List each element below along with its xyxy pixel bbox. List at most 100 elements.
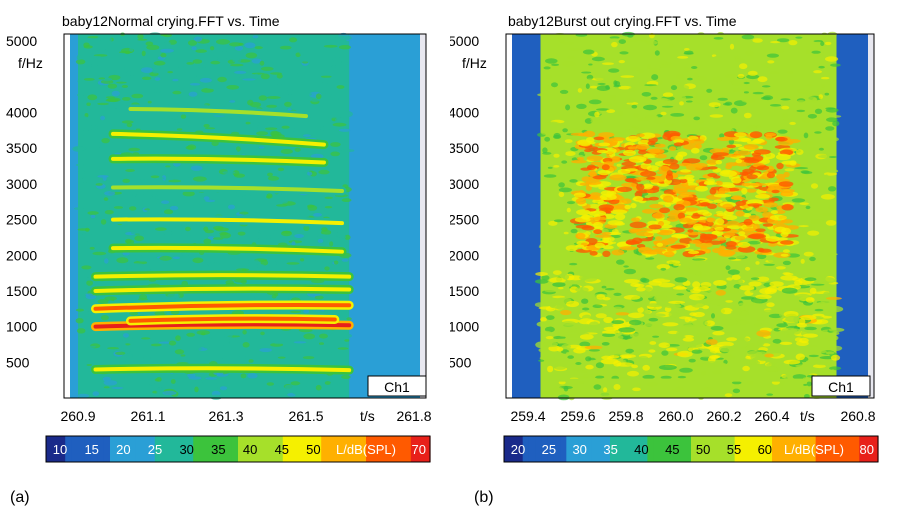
texture-speckle <box>566 266 580 271</box>
colorbar-swatch <box>417 436 425 462</box>
hot-speckle <box>611 249 625 256</box>
texture-speckle <box>108 105 119 109</box>
texture-speckle <box>100 199 105 203</box>
texture-speckle <box>590 118 600 121</box>
hot-speckle <box>769 214 787 221</box>
texture-speckle <box>256 42 262 46</box>
texture-speckle <box>543 174 557 178</box>
x-tick-label: 261.1 <box>130 408 165 424</box>
texture-speckle <box>708 102 721 108</box>
low-speckle <box>735 279 744 285</box>
texture-speckle <box>256 264 265 268</box>
low-speckle <box>596 294 606 300</box>
hot-speckle <box>598 132 615 138</box>
hot-speckle <box>669 163 680 170</box>
texture-speckle <box>553 335 566 340</box>
texture-speckle <box>181 231 191 237</box>
colorbar-swatch <box>547 436 555 462</box>
hot-speckle <box>594 242 605 249</box>
texture-speckle <box>768 266 774 270</box>
texture-speckle <box>316 234 329 238</box>
hot-speckle <box>673 204 685 211</box>
texture-speckle <box>236 179 243 182</box>
colorbar-swatch <box>709 436 717 462</box>
texture-speckle <box>137 34 144 40</box>
colorbar-swatch <box>828 436 835 462</box>
texture-speckle <box>86 158 96 161</box>
hot-speckle <box>715 180 723 186</box>
y-ticks: 500 1000 1500 2000 2500 3000 3500 4000 5000 <box>6 33 37 370</box>
texture-speckle <box>766 393 773 396</box>
low-speckle <box>611 320 624 325</box>
hot-speckle <box>636 133 645 138</box>
hot-speckle <box>738 231 746 236</box>
hot-speckle <box>722 184 736 189</box>
texture-speckle <box>609 36 620 39</box>
texture-speckle <box>788 40 798 46</box>
texture-speckle <box>637 266 642 272</box>
hot-speckle <box>747 234 765 239</box>
texture-speckle <box>617 110 624 116</box>
harmonic-band <box>111 245 344 254</box>
hot-speckle <box>693 225 711 231</box>
texture-speckle <box>305 385 318 389</box>
texture-speckle <box>293 341 307 344</box>
low-speckle <box>658 291 674 295</box>
texture-speckle <box>538 359 545 362</box>
texture-speckle <box>821 32 828 38</box>
colorbar-swatch <box>116 436 124 462</box>
low-speckle <box>648 317 659 322</box>
texture-speckle <box>732 388 741 394</box>
hot-speckle <box>709 188 717 195</box>
texture-speckle <box>279 45 292 50</box>
low-speckle <box>636 287 646 292</box>
texture-speckle <box>152 87 159 93</box>
colorbar-swatch <box>122 436 130 462</box>
colorbar-swatch <box>578 436 586 462</box>
texture-speckle <box>320 126 331 131</box>
texture-speckle <box>211 380 219 384</box>
texture-speckle <box>745 266 751 271</box>
texture-speckle <box>786 71 794 74</box>
texture-speckle <box>187 172 192 178</box>
texture-speckle <box>313 213 322 217</box>
texture-speckle <box>292 389 302 396</box>
texture-speckle <box>585 83 590 89</box>
texture-speckle <box>824 174 829 180</box>
texture-speckle <box>267 176 280 181</box>
texture-speckle <box>563 231 569 235</box>
texture-speckle <box>151 348 158 355</box>
texture-speckle <box>735 254 746 259</box>
colorbar-tick: 40 <box>634 442 648 457</box>
low-speckle <box>646 293 654 299</box>
low-speckle <box>649 341 657 345</box>
texture-speckle <box>167 71 174 74</box>
hot-speckle <box>575 197 587 205</box>
texture-speckle <box>245 52 258 59</box>
texture-speckle <box>562 61 576 67</box>
texture-speckle <box>176 128 183 131</box>
colorbar-label: L/dB(SPL) <box>784 442 844 457</box>
low-speckle <box>588 352 605 358</box>
texture-speckle <box>747 70 758 76</box>
texture-speckle <box>545 315 555 320</box>
low-speckle <box>553 363 567 370</box>
hot-speckle <box>716 212 727 217</box>
colorbar-swatch <box>359 436 367 462</box>
texture-speckle <box>104 296 117 301</box>
texture-speckle <box>321 227 328 232</box>
texture-speckle <box>87 211 99 215</box>
x-axis-label: t/s <box>800 408 815 424</box>
texture-speckle <box>320 82 328 87</box>
low-speckle <box>805 297 815 303</box>
texture-speckle <box>341 235 346 240</box>
low-speckle <box>712 346 722 351</box>
colorbar-swatch <box>65 436 73 462</box>
texture-speckle <box>323 44 338 48</box>
low-speckle <box>579 334 594 340</box>
low-speckle <box>668 335 686 339</box>
texture-speckle <box>799 202 809 205</box>
harmonic-band <box>128 106 308 119</box>
texture-speckle <box>286 89 294 95</box>
low-speckle <box>705 339 718 345</box>
